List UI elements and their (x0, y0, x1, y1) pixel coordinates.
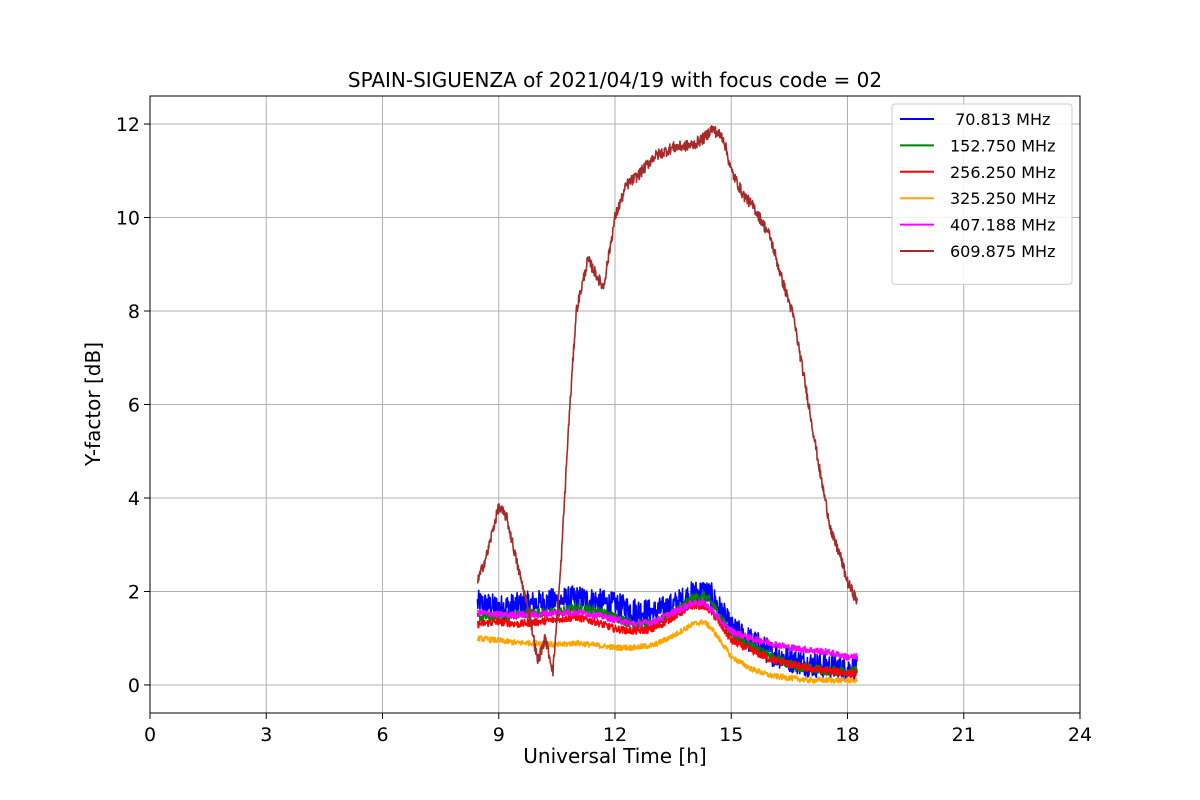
x-tick-label: 3 (260, 724, 272, 746)
legend-label: 152.750 MHz (950, 136, 1055, 155)
y-tick-label: 2 (128, 581, 140, 603)
y-tick-label: 6 (128, 395, 140, 417)
y-tick-label: 8 (128, 301, 140, 323)
x-tick-label: 12 (603, 724, 627, 746)
series-line (476, 125, 858, 677)
y-tick-label: 10 (116, 208, 140, 230)
legend-label: 407.188 MHz (950, 216, 1055, 235)
x-tick-label: 15 (719, 724, 743, 746)
series-layer (476, 125, 858, 684)
x-tick-label: 24 (1068, 724, 1092, 746)
legend-box (891, 103, 1073, 285)
y-axis: 0 2 4 6 8 10 12 (116, 114, 150, 697)
grid (149, 96, 1081, 713)
y-axis-title: Y-factor [dB] (81, 342, 105, 467)
x-tick-label: 6 (376, 724, 388, 746)
x-tick-label: 9 (493, 724, 505, 746)
series-line (476, 619, 858, 684)
x-tick-label: 21 (952, 724, 976, 746)
y-tick-label: 4 (128, 488, 140, 510)
legend-label: 325.250 MHz (950, 189, 1055, 208)
y-tick-label: 12 (116, 114, 140, 136)
legend-label: 609.875 MHz (950, 242, 1055, 261)
x-axis: 0 3 6 9 12 15 18 21 24 (144, 713, 1092, 746)
chart-title: SPAIN-SIGUENZA of 2021/04/19 with focus … (348, 68, 882, 92)
x-tick-label: 0 (144, 724, 156, 746)
legend: 70.813 MHz 152.750 MHz 256.250 MHz 325.250 … (891, 103, 1073, 285)
legend-label: 256.250 MHz (950, 163, 1055, 182)
x-axis-title: Universal Time [h] (523, 744, 706, 768)
y-tick-label: 0 (128, 675, 140, 697)
x-tick-label: 18 (835, 724, 859, 746)
series-line (476, 599, 858, 661)
legend-label: 70.813 MHz (950, 110, 1050, 129)
